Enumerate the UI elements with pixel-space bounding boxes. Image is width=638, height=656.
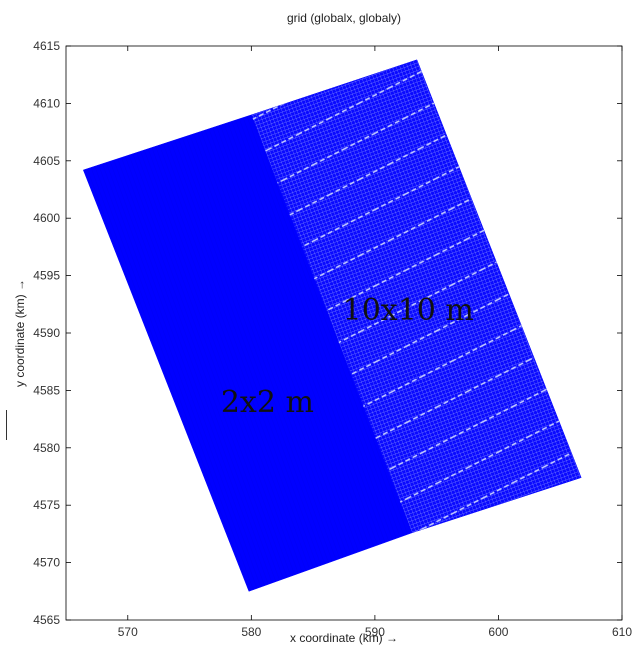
chart-title: grid (globalx, globaly) [287,11,401,25]
y-tick-label: 4590 [33,326,60,340]
region-label-2x2: 2x2 m [221,385,314,420]
y-axis: 4565 4570 4575 4580 4585 4590 4595 4600 4605 4610… [33,39,622,627]
mesh-region-10x10-stripes [251,59,582,533]
y-tick-label: 4575 [33,498,60,512]
x-tick-label: 610 [612,625,632,639]
x-tick-label: 600 [488,625,508,639]
x-tick-label: 590 [365,625,385,639]
y-tick-label: 4585 [33,383,60,397]
text-cursor-mark [6,410,7,440]
y-tick-label: 4570 [33,556,60,570]
y-tick-label: 4580 [33,441,60,455]
y-tick-label: 4565 [33,613,60,627]
y-tick-label: 4615 [33,39,60,53]
x-axis-label: x coordinate (km) → [290,631,398,645]
x-tick-label: 580 [241,625,261,639]
region-label-10x10: 10x10 m [343,293,474,328]
y-tick-label: 4605 [33,154,60,168]
y-tick-label: 4595 [33,269,60,283]
x-tick-label: 570 [118,625,138,639]
y-axis-label: y coordinate (km) → [13,279,27,387]
y-tick-label: 4600 [33,211,60,225]
y-tick-label: 4610 [33,96,60,110]
mesh-layer [82,59,582,592]
x-axis: 570 580 590 600 610 [118,46,632,639]
